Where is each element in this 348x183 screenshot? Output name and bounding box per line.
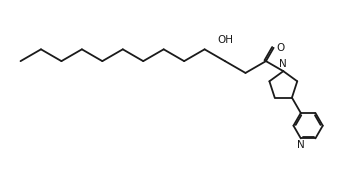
Text: N: N [279, 59, 287, 69]
Text: O: O [276, 43, 285, 53]
Text: N: N [297, 140, 304, 150]
Text: OH: OH [217, 35, 233, 45]
